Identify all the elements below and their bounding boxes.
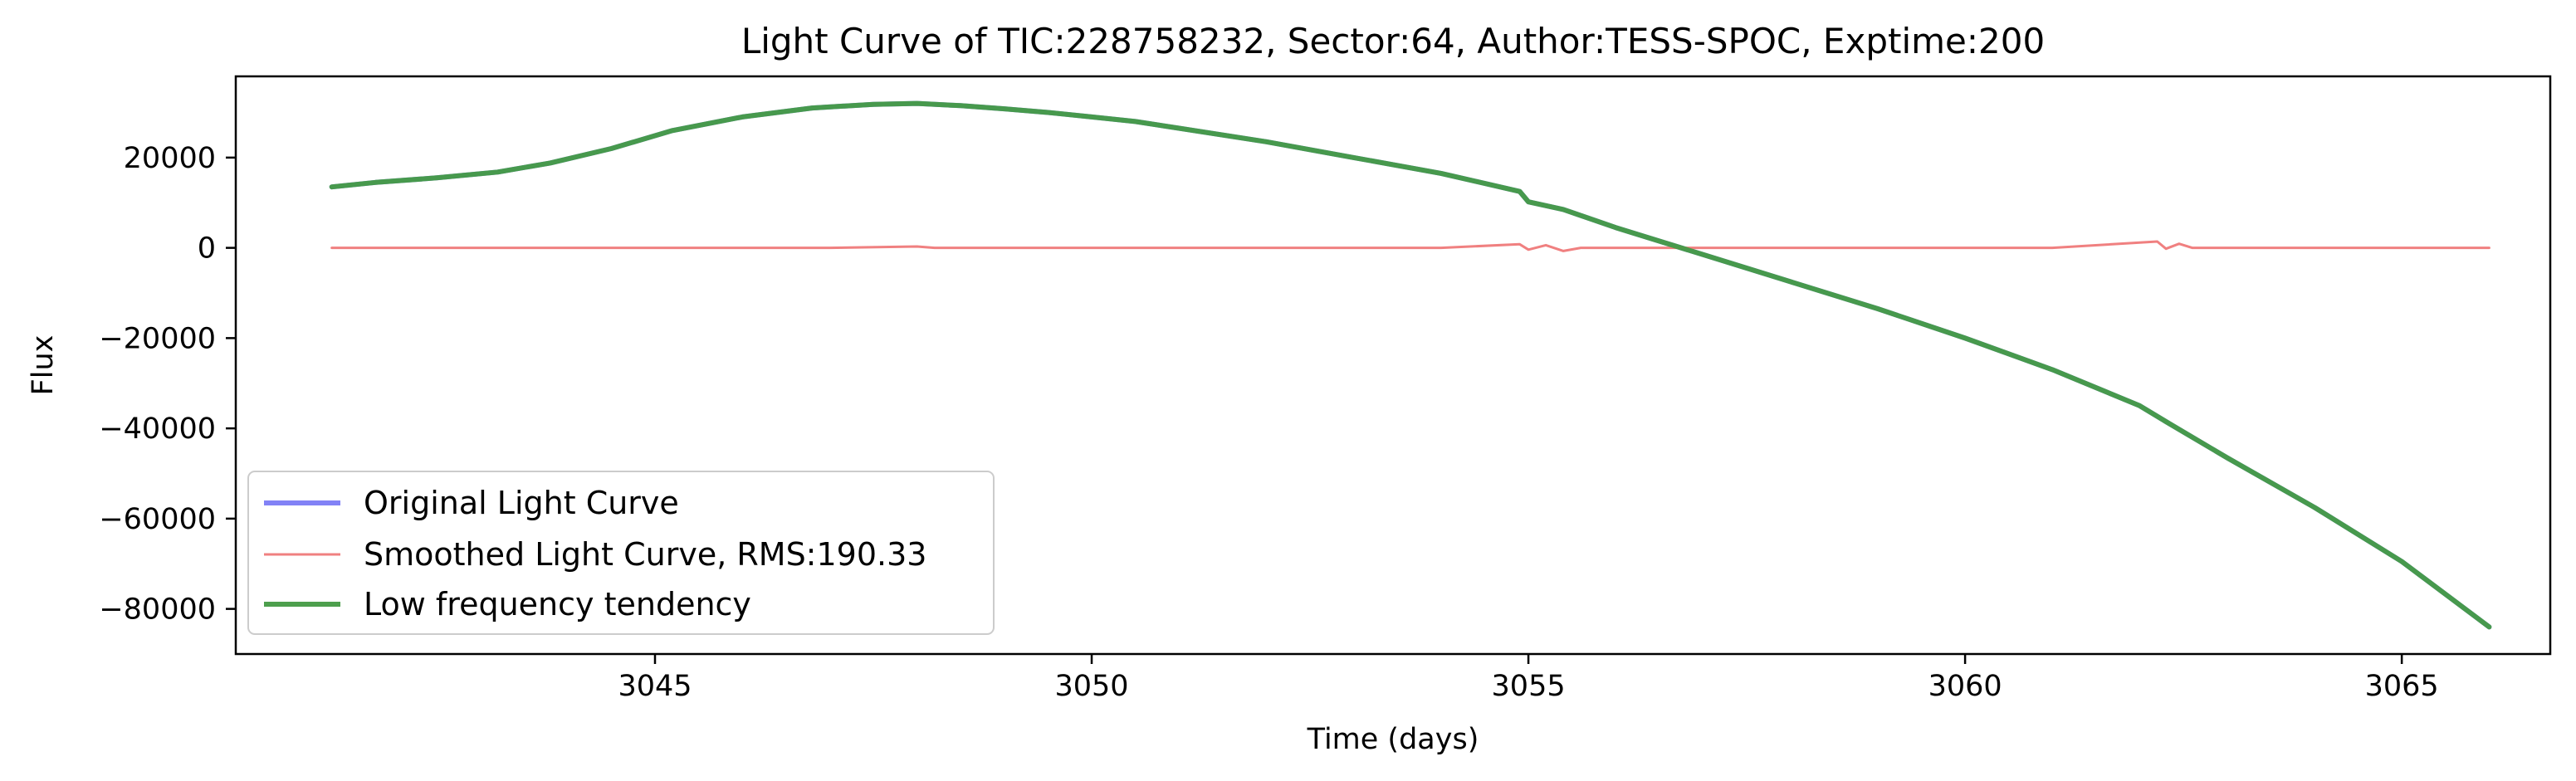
y-tick-label: −80000: [99, 593, 216, 627]
plot-frame: [234, 75, 2552, 656]
chart-title: Light Curve of TIC:228758232, Sector:64,…: [741, 21, 2045, 61]
legend: Original Light Curve Smoothed Light Curve…: [247, 471, 995, 635]
x-tick-label: 3045: [618, 670, 692, 703]
x-tick-label: 3065: [2365, 670, 2439, 703]
y-axis-label: Flux: [27, 335, 60, 396]
x-tick-label: 3055: [1492, 670, 1566, 703]
x-axis-label: Time (days): [1307, 723, 1479, 756]
x-tick-label: 3060: [1928, 670, 2002, 703]
y-tick-label: −20000: [99, 322, 216, 355]
series-line-low-frequency-tendency: [329, 100, 2492, 630]
y-axis: 20000 0 −20000 −40000 −60000 −80000: [99, 142, 236, 627]
legend-label-smoothed-light-curve-rms-190-33: Smoothed Light Curve, RMS:190.33: [364, 536, 926, 573]
series-layer: [329, 100, 2492, 630]
x-axis: 3045 3050 3055 3060 3065: [618, 654, 2439, 703]
legend-label-low-frequency-tendency: Low frequency tendency: [364, 586, 751, 622]
series-line-smoothed-light-curve-rms-190-33: [330, 240, 2490, 252]
x-tick-label: 3050: [1054, 670, 1128, 703]
legend-label-original-light-curve: Original Light Curve: [364, 485, 679, 521]
y-tick-label: −60000: [99, 503, 216, 536]
legend-box: [247, 471, 995, 635]
y-tick-label: 20000: [124, 142, 216, 175]
y-tick-label: 0: [198, 232, 216, 266]
y-tick-label: −40000: [99, 412, 216, 446]
